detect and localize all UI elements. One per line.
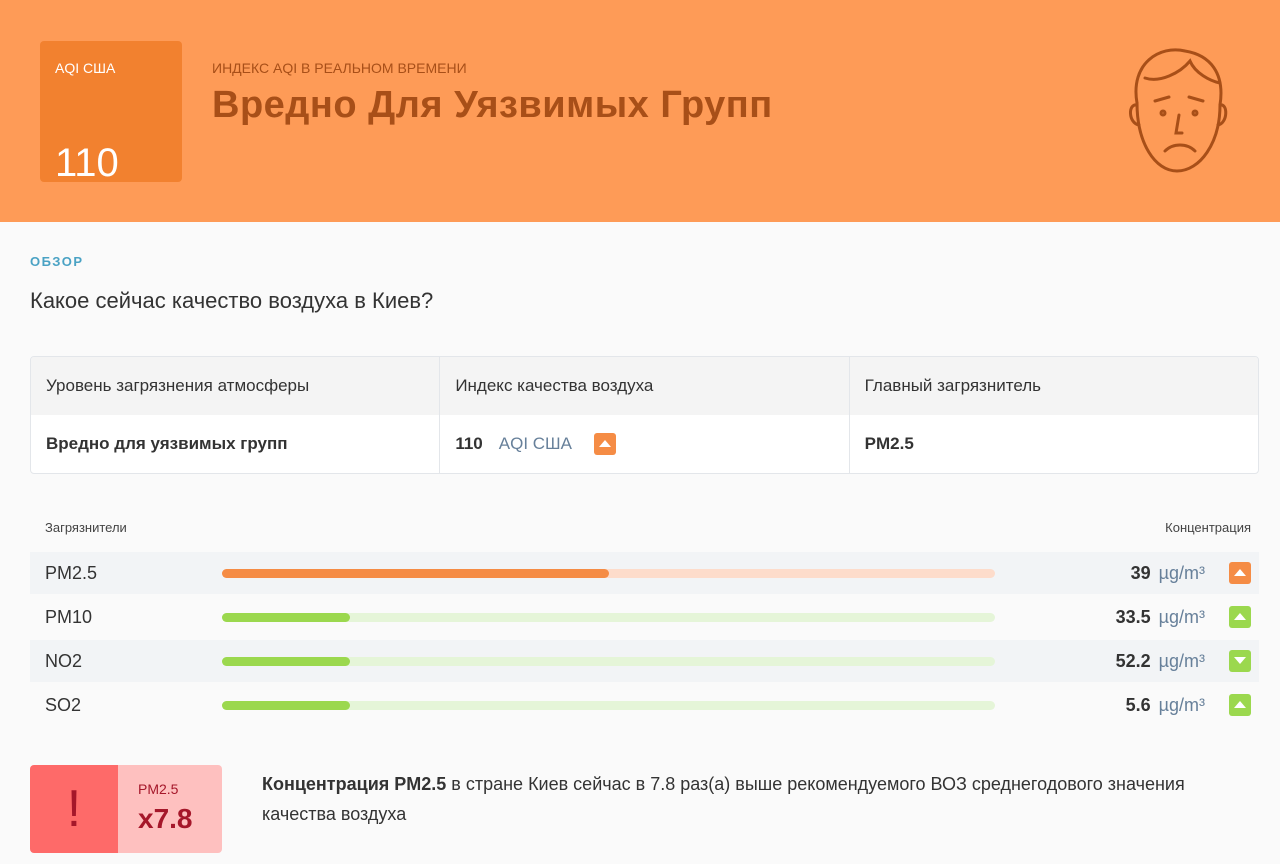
concentration-header: Концентрация [1165,520,1251,535]
table-header: Главный загрязнитель [864,376,1041,395]
pollutant-unit: µg/m³ [1158,694,1205,715]
section-label: ОБЗОР [30,254,84,269]
summary-table: Уровень загрязнения атмосферы Индекс кач… [30,356,1259,474]
pollutant-name: SO2 [45,694,82,715]
pollutant-row: PM2.5 39 µg/m³ [30,552,1259,594]
pollutant-value-number: 5.6 [1125,694,1151,715]
pollutant-bar-fill [222,700,350,710]
trend-up-icon [593,433,616,455]
trend-up-icon [1229,562,1251,584]
table-header: Индекс качества воздуха [440,357,850,415]
pollutant-unit: µg/m³ [1158,562,1205,583]
pollutant-bar-track [222,568,995,578]
pollutant-row: SO2 5.6 µg/m³ [30,684,1259,726]
trend-up-icon [1229,694,1251,716]
pollution-level: Вредно для уязвимых групп [31,415,441,473]
who-multiplier: x7.8 [138,803,193,834]
pollutant-value: 39 µg/m³ [1131,563,1205,584]
table-header: Уровень загрязнения атмосферы [31,357,441,415]
pollutant-name: NO2 [45,650,83,671]
sad-face-icon [1129,48,1228,173]
pollutant-value: 33.5 µg/m³ [1116,607,1205,628]
main-pollutant: PM2.5 [864,434,914,453]
trend-down-icon [1229,650,1251,672]
pollutants-header: Загрязнители [45,520,127,535]
pollutant-value: 52.2 µg/m³ [1116,651,1205,672]
exclamation-icon: ! [30,765,118,853]
who-message-text: в стране Киев сейчас в 7.8 раз(а) выше р… [262,774,1185,824]
pollutant-unit: µg/m³ [1158,650,1205,671]
page-question: Какое сейчас качество воздуха в Киев? [30,288,434,313]
aqi-number: 110 [455,434,483,453]
pollutant-name: PM2.5 [45,562,98,583]
header-subtitle: ИНДЕКС AQI В РЕАЛЬНОМ ВРЕМЕНИ [212,60,467,76]
pollutant-value-number: 33.5 [1115,606,1151,627]
pollutant-bar-fill [222,612,350,622]
who-message-bold: Концентрация PM2.5 [262,774,447,794]
aqi-badge-label: AQI США [55,60,116,76]
aqi-badge: AQI США 110 [40,41,182,183]
who-warning-badge: ! PM2.5 x7.8 [30,765,222,853]
pollutant-bar-track [222,700,995,710]
pollutant-value-number: 39 [1130,562,1151,583]
trend-up-icon [1229,606,1251,628]
pollutant-value: 5.6 µg/m³ [1126,695,1205,716]
aqi-header: AQI США 110 ИНДЕКС AQI В РЕАЛЬНОМ ВРЕМЕН… [0,0,1280,222]
pollutant-value-number: 52.2 [1115,650,1151,671]
pollutant-row: NO2 52.2 µg/m³ [30,640,1259,682]
header-title: Вредно Для Уязвимых Групп [212,84,773,126]
who-pollutant: PM2.5 [138,781,179,797]
pollutant-bar-track [222,612,995,622]
pollutant-bar-fill [222,656,350,666]
aqi-cell: 110 AQI США [440,415,850,473]
pollutant-row: PM10 33.5 µg/m³ [30,596,1259,638]
pollutant-bar-fill [222,568,609,578]
pollutant-name: PM10 [45,606,93,627]
pollutant-unit: µg/m³ [1158,606,1205,627]
who-message: Концентрация PM2.5 в стране Киев сейчас … [262,769,1202,829]
aqi-unit: AQI США [498,434,572,453]
pollutant-bar-track [222,656,995,666]
